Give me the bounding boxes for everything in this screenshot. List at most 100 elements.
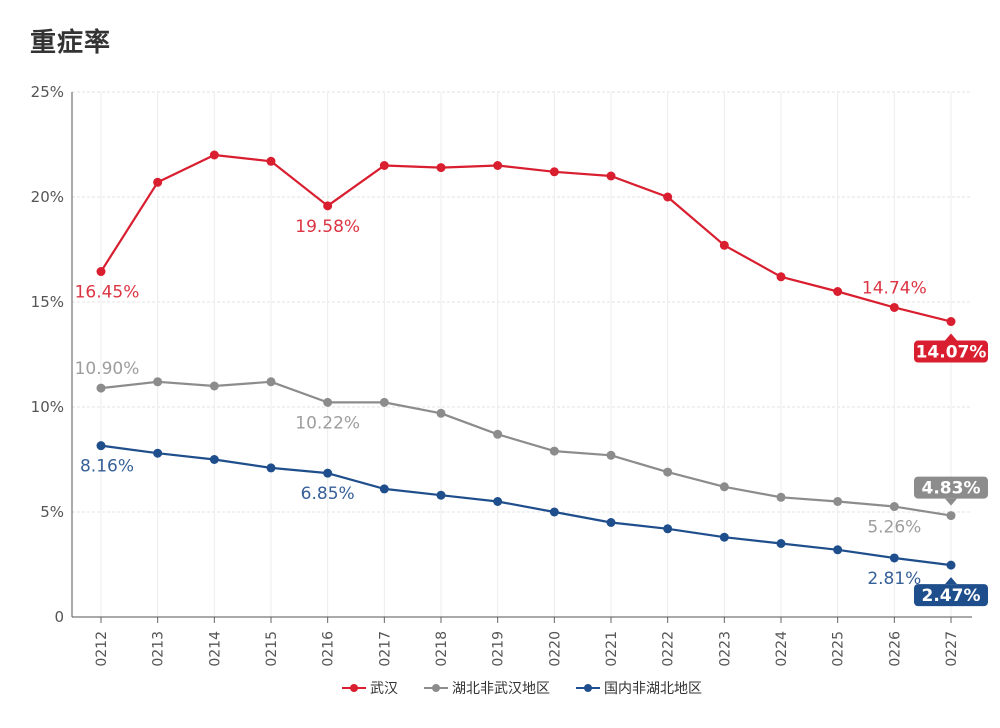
data-point: [549, 167, 559, 177]
data-point: [153, 377, 163, 387]
data-point: [776, 272, 786, 282]
data-label: 19.58%: [295, 217, 360, 237]
series-group: [96, 150, 956, 570]
data-point: [209, 381, 219, 391]
data-label: 10.22%: [295, 413, 360, 433]
data-point: [266, 377, 276, 387]
legend-item-0: 武汉: [342, 681, 398, 697]
badge-box: [914, 584, 988, 607]
data-point: [379, 484, 389, 494]
series-line-0: [100, 153, 952, 323]
data-label: 6.85%: [301, 484, 355, 504]
data-point: [96, 441, 106, 451]
data-point: [209, 150, 219, 160]
data-label: 14.74%: [862, 278, 927, 298]
legend-label: 湖北非武汉地区: [452, 681, 550, 697]
data-point: [323, 201, 333, 211]
data-point: [153, 448, 163, 458]
legend-label: 武汉: [370, 681, 398, 697]
data-point: [323, 468, 333, 478]
x-tick-label: 0227: [944, 631, 960, 667]
data-label: 5.26%: [867, 518, 921, 538]
data-point: [96, 383, 106, 393]
x-tick-label: 0222: [661, 631, 677, 667]
x-tick-label: 0214: [207, 631, 223, 667]
legend-swatch-dot: [432, 684, 440, 692]
data-point: [663, 467, 673, 477]
badge-pointer: [945, 333, 957, 341]
series-line-2: [100, 444, 952, 567]
x-tick-label: 0219: [491, 631, 507, 667]
x-tick-label: 0215: [264, 631, 280, 667]
data-point: [549, 446, 559, 456]
data-label: 8.16%: [80, 457, 134, 477]
x-tick-label: 0218: [434, 631, 450, 667]
data-point: [436, 163, 446, 173]
x-tick-label: 0213: [151, 631, 167, 667]
data-point: [323, 397, 333, 407]
data-point: [946, 560, 956, 570]
data-point: [719, 532, 729, 542]
y-tick-label: 10%: [31, 398, 64, 416]
series-line-1: [100, 380, 952, 517]
x-tick-label: 0221: [604, 631, 620, 667]
data-label: 2.81%: [867, 569, 921, 589]
data-point: [96, 267, 106, 277]
data-point: [663, 524, 673, 534]
data-point: [946, 317, 956, 327]
data-point: [379, 161, 389, 170]
y-tick-label: 5%: [40, 503, 64, 521]
chart-title: 重症率: [30, 28, 112, 58]
data-point: [663, 192, 673, 202]
data-point: [776, 539, 786, 548]
data-point: [436, 490, 446, 500]
data-point: [719, 240, 729, 250]
data-point: [493, 429, 503, 439]
data-point: [833, 497, 843, 506]
data-point: [833, 545, 843, 555]
legend-swatch-dot: [350, 684, 358, 692]
value-badge-2: 2.47%: [914, 577, 988, 607]
data-point: [493, 497, 503, 506]
data-point: [606, 518, 616, 527]
y-tick-label: 15%: [31, 293, 64, 311]
legend: 武汉 湖北非武汉地区 国内非湖北地区: [342, 681, 702, 697]
data-point: [606, 450, 616, 460]
grid-lines: [72, 91, 972, 617]
badge-box: [914, 476, 988, 499]
x-tick-label: 0224: [774, 631, 790, 667]
data-point: [889, 553, 899, 563]
data-point: [266, 463, 276, 473]
x-tick-label: 0212: [94, 631, 110, 667]
badge-text: 2.47%: [922, 586, 981, 606]
y-tick-label: 0: [54, 608, 64, 626]
badge-text: 4.83%: [922, 479, 981, 499]
legend-item-2: 国内非湖北地区: [576, 681, 702, 697]
x-tick-label: 0220: [547, 631, 563, 667]
data-point: [436, 408, 446, 418]
legend-label: 国内非湖北地区: [604, 681, 702, 697]
data-point: [493, 161, 503, 170]
x-tick-label: 0217: [377, 631, 393, 667]
legend-swatch-dot: [584, 684, 592, 692]
value-badge-0: 14.07%: [914, 333, 988, 363]
y-tick-label: 20%: [31, 188, 64, 206]
badge-pointer: [945, 498, 957, 506]
data-point: [776, 492, 786, 502]
data-point: [549, 507, 559, 517]
x-tick-label: 0216: [321, 631, 337, 667]
x-tick-label: 0223: [717, 631, 733, 667]
axes: 0 5% 10% 15% 20% 25% 0212 0213 0214 0215 0216 0217 0…: [31, 83, 972, 667]
data-point: [719, 482, 729, 492]
data-point: [606, 171, 616, 181]
data-point: [379, 397, 389, 407]
data-point: [889, 302, 899, 312]
y-tick-label: 25%: [31, 83, 64, 101]
legend-item-1: 湖北非武汉地区: [424, 681, 550, 697]
data-point: [209, 455, 219, 464]
data-point: [889, 502, 899, 512]
data-point: [153, 177, 163, 187]
data-point: [266, 156, 276, 166]
data-point: [833, 287, 843, 296]
badge-box: [914, 340, 988, 363]
